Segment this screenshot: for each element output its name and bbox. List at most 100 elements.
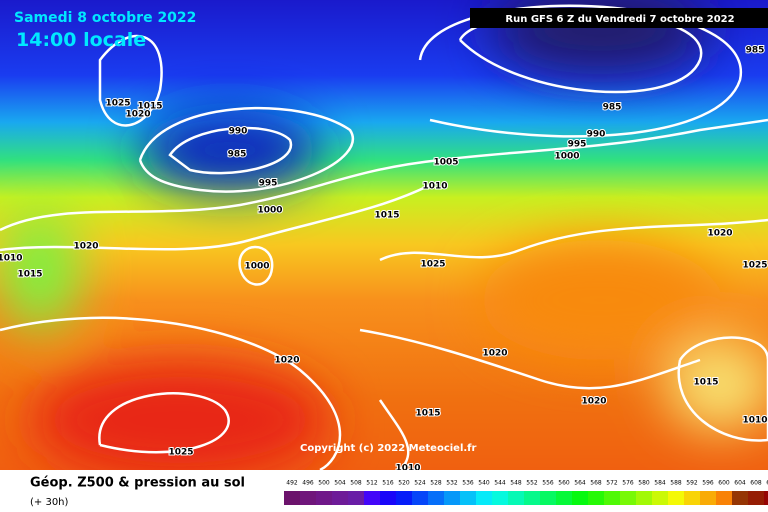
legend-swatch (716, 491, 732, 505)
isobar-label: 1010 (422, 182, 447, 192)
date-text: Samedi 8 octobre 2022 (14, 10, 196, 26)
legend-label: 544 (494, 480, 506, 487)
legend-swatch (284, 491, 300, 505)
legend-label: 492 (286, 480, 298, 487)
legend-label: 608 (750, 480, 762, 487)
isobar-label: 985 (746, 46, 765, 56)
legend-label: 548 (510, 480, 522, 487)
isobar-label: 985 (228, 150, 247, 160)
legend-swatch (604, 491, 620, 505)
isobar-label: 995 (568, 140, 587, 150)
legend-swatch (444, 491, 460, 505)
legend-swatch (652, 491, 668, 505)
legend-swatch (428, 491, 444, 505)
isobar-label: 1015 (693, 378, 718, 388)
legend-label: 504 (334, 480, 346, 487)
isobar-label: 990 (229, 127, 248, 137)
legend-label: 564 (574, 480, 586, 487)
legend-label: 528 (430, 480, 442, 487)
legend-label: 612 (766, 480, 768, 487)
legend-swatch (732, 491, 748, 505)
legend-swatch (332, 491, 348, 505)
isobar-label: 1020 (125, 110, 150, 120)
isobar-label: 1025 (420, 260, 445, 270)
legend-swatch (492, 491, 508, 505)
isobar-label: 1015 (415, 409, 440, 419)
legend-label: 604 (734, 480, 746, 487)
legend-label: 536 (462, 480, 474, 487)
legend-label: 556 (542, 480, 554, 487)
time-text: 14:00 locale (16, 29, 146, 51)
run-box (470, 8, 768, 28)
legend-label: 596 (702, 480, 714, 487)
isobar-label: 990 (587, 130, 606, 140)
isobar-label: 1020 (482, 349, 507, 359)
footer-title: Géop. Z500 & pression au sol (30, 476, 245, 491)
isobar-label: 1000 (554, 152, 579, 162)
legend-label: 568 (590, 480, 602, 487)
isobar-label: 1025 (742, 261, 767, 271)
legend-label: 524 (414, 480, 426, 487)
isobar-label: 1020 (581, 397, 606, 407)
isobar-label: 995 (259, 179, 278, 189)
legend-label: 584 (654, 480, 666, 487)
legend-swatch (572, 491, 588, 505)
isobar-label: 1020 (707, 229, 732, 239)
legend-swatch (476, 491, 492, 505)
legend-swatch (300, 491, 316, 505)
legend-label: 508 (350, 480, 362, 487)
legend-swatch (668, 491, 684, 505)
legend-swatch (460, 491, 476, 505)
isobar-labels: 1025 101510209909859951000102010101015100… (0, 45, 768, 475)
legend-label: 592 (686, 480, 698, 487)
legend-swatch (764, 491, 768, 505)
isobar-label: 1000 (257, 206, 282, 216)
legend-label: 588 (670, 480, 682, 487)
legend-swatch (636, 491, 652, 505)
isobar-label: 1025 (168, 448, 193, 458)
legend-label: 500 (318, 480, 330, 487)
color-legend: 492 496 500 504 508 512 516 520 524 528 532 536 540 5… (284, 480, 768, 505)
isobar-label: 1015 (137, 102, 162, 112)
isobar-label: 1020 (274, 356, 299, 366)
legend-swatch (588, 491, 604, 505)
legend-swatch (316, 491, 332, 505)
legend-label: 560 (558, 480, 570, 487)
legend-label: 512 (366, 480, 378, 487)
legend-swatch (556, 491, 572, 505)
legend-label: 520 (398, 480, 410, 487)
legend-label: 576 (622, 480, 634, 487)
legend-label: 572 (606, 480, 618, 487)
isobar-label: 1025 (105, 99, 130, 109)
legend-swatch (364, 491, 380, 505)
run-text: Run GFS 6 Z du Vendredi 7 octobre 2022 (505, 14, 734, 25)
isobar-label: 1005 (433, 158, 458, 168)
legend-label: 496 (302, 480, 314, 487)
legend-swatch (524, 491, 540, 505)
legend-swatch (380, 491, 396, 505)
isobar-label: 1010 (0, 254, 23, 264)
legend-swatch (748, 491, 764, 505)
isobar-label: 1020 (73, 242, 98, 252)
legend-label: 532 (446, 480, 458, 487)
isobar-label: 1000 (244, 262, 269, 272)
legend-label: 600 (718, 480, 730, 487)
legend-swatch (412, 491, 428, 505)
footer-lead: (+ 30h) (30, 497, 69, 508)
isobar-label: 1015 (374, 211, 399, 221)
isobar-label: 1015 (17, 270, 42, 280)
legend-swatch (700, 491, 716, 505)
legend-label: 580 (638, 480, 650, 487)
field-blobs (0, 0, 768, 480)
legend-label: 552 (526, 480, 538, 487)
legend-swatch (348, 491, 364, 505)
legend-label: 540 (478, 480, 490, 487)
legend-swatch (540, 491, 556, 505)
legend-swatch (684, 491, 700, 505)
legend-swatch (396, 491, 412, 505)
legend-swatch (508, 491, 524, 505)
isobar-label: 985 (603, 103, 622, 113)
isobar-label: 1010 (742, 416, 767, 426)
legend-swatch (620, 491, 636, 505)
